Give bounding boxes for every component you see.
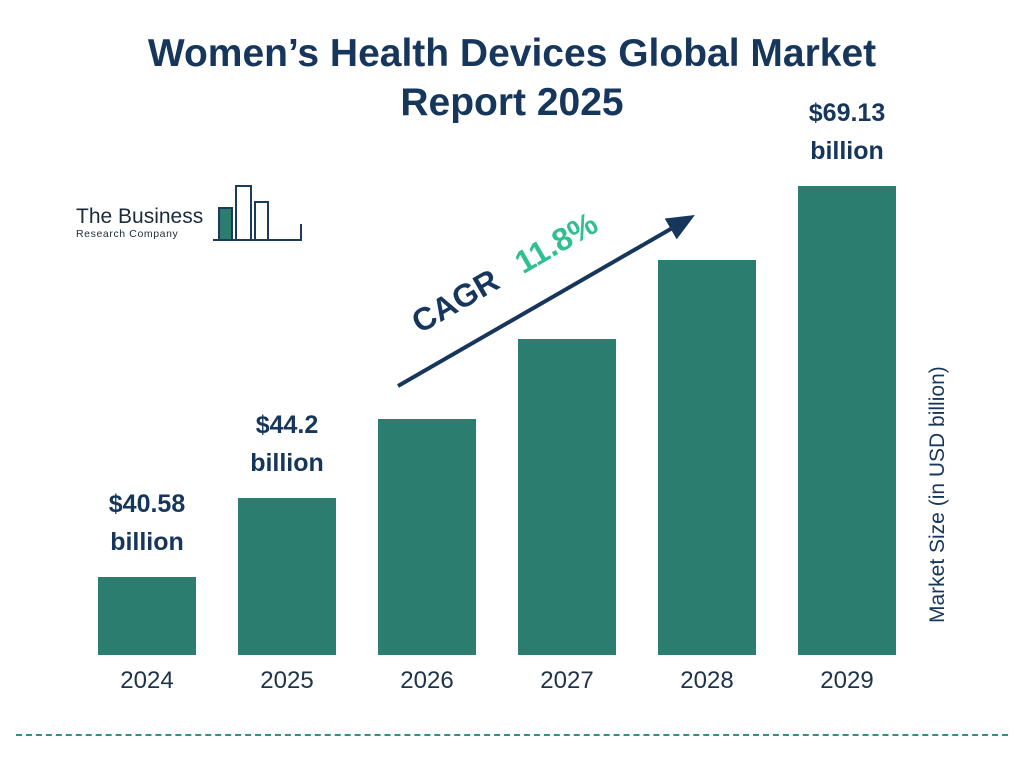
x-axis-label: 2028	[680, 667, 734, 694]
bar-chart-logo-icon	[213, 185, 303, 241]
bar-2026	[378, 419, 476, 655]
bar-2029	[798, 186, 896, 655]
page-title: Women’s Health Devices Global Market Rep…	[147, 32, 877, 124]
bar-column-2029: $69.13 billion 2029	[798, 95, 896, 694]
bar-column-2025: $44.2 billion 2025	[238, 95, 336, 694]
bar-column-2024: $40.58 billion 2024	[98, 95, 196, 694]
x-axis-label: 2026	[400, 667, 454, 694]
bar-column-2026: 2026	[378, 95, 476, 694]
bar-value-label: $69.13 billion	[808, 99, 886, 165]
bar-2024	[98, 577, 196, 655]
bar-value-label: $44.2 billion	[250, 411, 324, 477]
logo-company-name: The Business	[76, 204, 204, 228]
bottom-divider	[16, 734, 1008, 736]
bar-2027	[518, 339, 616, 655]
x-axis-label: 2027	[540, 667, 594, 694]
bar-2025	[238, 498, 336, 655]
logo-text: The Business Research Company	[76, 205, 203, 242]
bar-chart: $40.58 billion 2024 $44.2 billion 2025 2026 202…	[98, 95, 896, 694]
bar-value-label: $40.58 billion	[108, 490, 186, 556]
company-logo: The Business Research Company	[76, 180, 303, 242]
x-axis-label: 2025	[260, 667, 314, 694]
y-axis-label: Market Size (in USD billion)	[926, 366, 949, 624]
x-axis-label: 2024	[120, 667, 174, 694]
bar-column-2028: 2028	[658, 95, 756, 694]
bar-column-2027: 2027	[518, 95, 616, 694]
bar-2028	[658, 260, 756, 655]
logo-company-subname: Research Company	[76, 228, 179, 240]
x-axis-label: 2029	[820, 667, 874, 694]
